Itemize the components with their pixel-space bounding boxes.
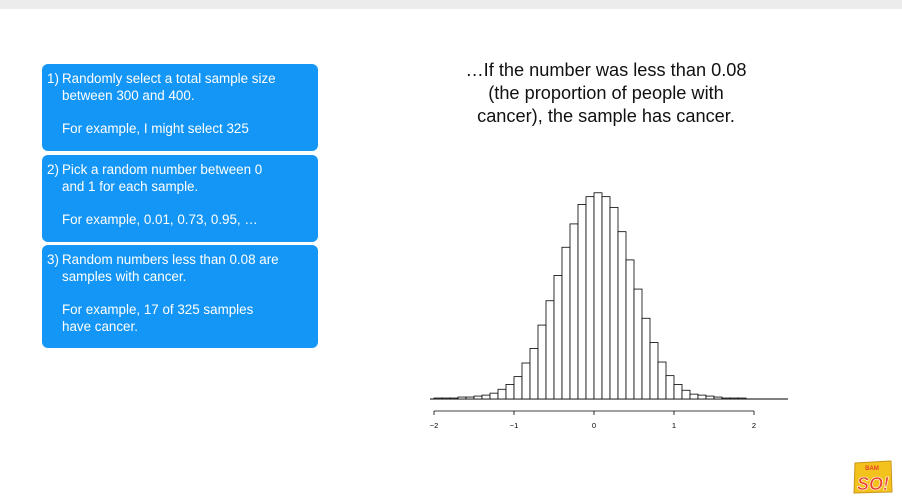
step-text: Randomly select a total sample size betw… <box>62 71 276 103</box>
x-axis-tick-label: 0 <box>592 421 596 430</box>
histogram-bar <box>737 397 747 400</box>
histogram-bar <box>657 361 667 400</box>
histogram-bar <box>521 362 531 400</box>
histogram-bar <box>617 231 627 400</box>
histogram-bar <box>497 388 507 400</box>
x-axis-tick-label: −1 <box>510 421 519 430</box>
histogram-bar <box>529 348 539 400</box>
histogram-bar <box>689 393 699 400</box>
histogram-bar <box>465 396 475 400</box>
headline-line-1: …If the number was less than 0.08 <box>465 60 747 80</box>
histogram-bar <box>609 206 619 400</box>
step-box-3: 3) Random numbers less than 0.08 are sam… <box>42 245 318 348</box>
step-number: 3) <box>47 252 59 267</box>
histogram-bar <box>505 384 515 400</box>
histogram-bar <box>433 397 443 400</box>
histogram-bar <box>489 392 499 400</box>
histogram-bar <box>673 384 683 400</box>
step-text: Pick a random number between 0 and 1 for… <box>62 162 263 194</box>
histogram-bar <box>593 192 603 400</box>
step-number: 2) <box>47 162 59 177</box>
histogram-bar <box>553 275 563 400</box>
headline-line-2: (the proportion of people with <box>488 83 724 103</box>
histogram-bar <box>537 324 547 400</box>
step-example: For example, I might select 325 <box>62 121 249 136</box>
histogram-bar <box>457 396 467 400</box>
step-text: Random numbers less than 0.08 are sample… <box>62 252 279 284</box>
histogram-bar <box>705 395 715 400</box>
x-axis-tick-label: 2 <box>752 421 756 430</box>
histogram-bar <box>713 396 723 400</box>
step-example: For example, 0.01, 0.73, 0.95, … <box>62 212 258 227</box>
histogram-bar <box>569 223 579 400</box>
headline-line-3: cancer), the sample has cancer. <box>477 106 735 126</box>
step-box-2: 2) Pick a random number between 0 and 1 … <box>42 155 318 242</box>
histogram-bar <box>729 397 739 400</box>
histogram-bar <box>681 389 691 400</box>
step-box-1: 1) Randomly select a total sample size b… <box>42 64 318 151</box>
histogram-bar <box>649 342 659 400</box>
histogram-bar <box>545 300 555 400</box>
top-bar <box>0 0 902 9</box>
histogram-bar <box>633 288 643 400</box>
histogram-bar <box>721 397 731 400</box>
histogram-bar <box>449 397 459 400</box>
bam-logo-icon: BAM SO! <box>853 460 893 494</box>
headline: …If the number was less than 0.08 (the p… <box>420 59 792 128</box>
histogram-bar <box>561 246 571 400</box>
logo-text: SO! <box>857 474 889 494</box>
histogram-bar <box>473 395 483 400</box>
histogram-bar <box>665 375 675 400</box>
step-number: 1) <box>47 71 59 86</box>
x-axis-tick-label: −2 <box>430 421 439 430</box>
histogram-chart: −2 −1 0 1 2 <box>430 192 788 430</box>
logo-small-text: BAM <box>865 466 879 472</box>
histogram-bar <box>513 376 523 400</box>
histogram-bar <box>441 397 451 400</box>
histogram-bar <box>625 259 635 400</box>
x-axis-tick-label: 1 <box>672 421 676 430</box>
step-example: For example, 17 of 325 samples have canc… <box>62 302 254 334</box>
histogram-bar <box>577 204 587 400</box>
histogram-bar <box>481 394 491 400</box>
histogram-bar <box>601 196 611 400</box>
histogram-bar <box>585 196 595 400</box>
histogram-bar <box>697 394 707 400</box>
histogram-bar <box>641 317 651 400</box>
